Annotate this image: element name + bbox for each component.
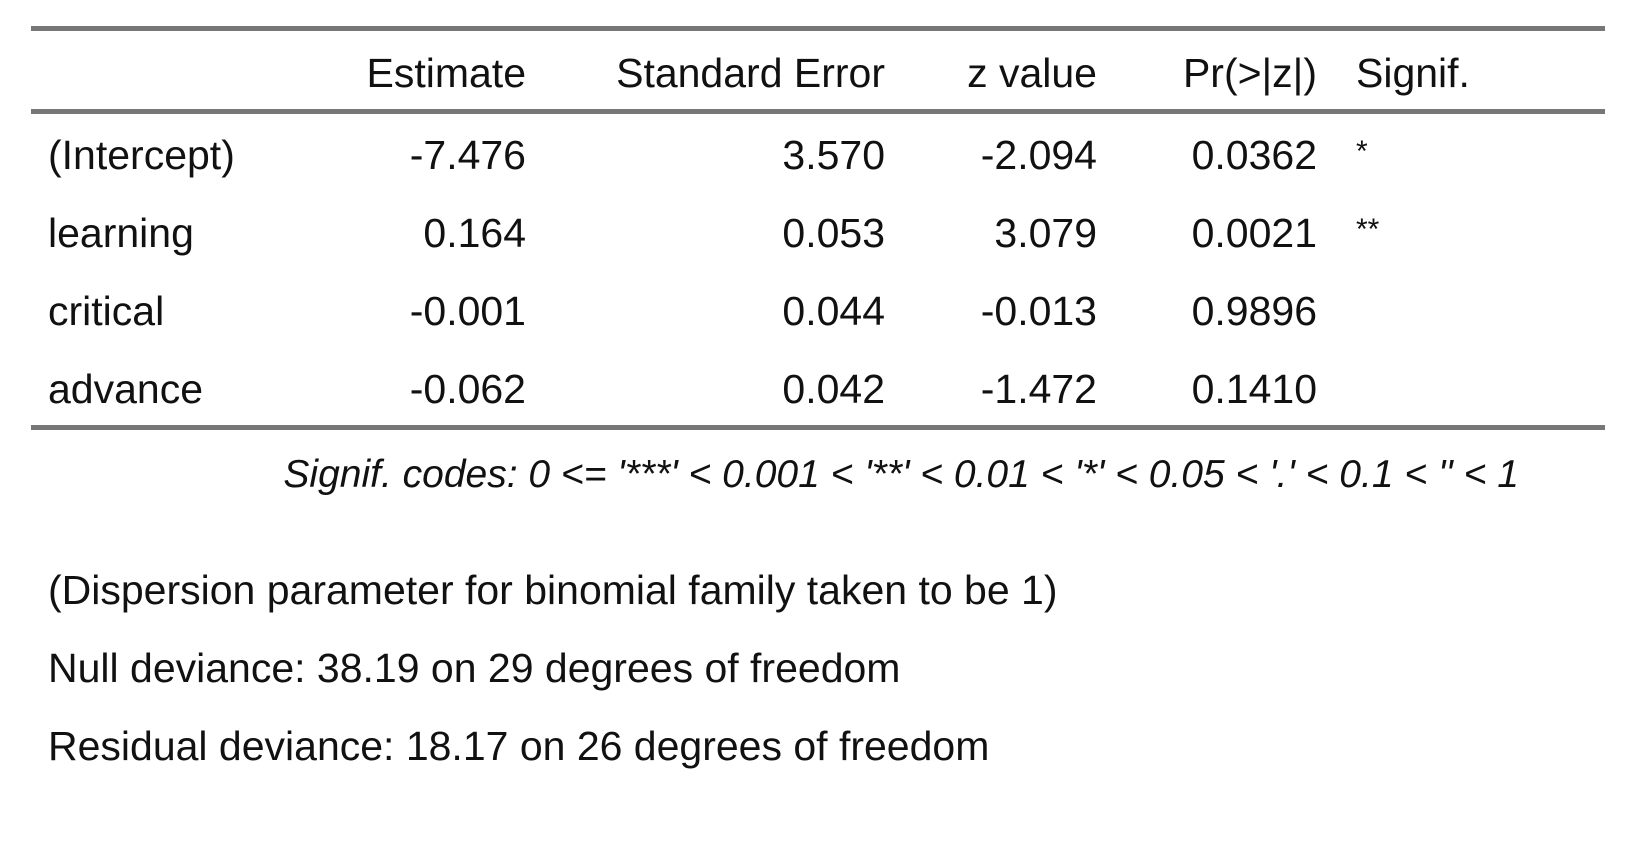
p-value: 0.9896 [1191,288,1317,334]
term-name: advance [48,366,204,412]
estimate-value: -0.001 [409,288,526,334]
z-value: -0.013 [980,288,1097,334]
null-deviance-note: Null deviance: 38.19 on 29 degrees of fr… [48,645,901,691]
std-error-value: 0.042 [782,366,885,412]
p-value: 0.0362 [1191,132,1317,178]
z-value: 3.079 [994,210,1097,256]
term-name: critical [48,288,165,334]
header-z-value: z value [967,50,1097,96]
header-signif: Signif. [1356,50,1470,96]
signif-stars: ** [1356,213,1380,246]
std-error-value: 0.044 [782,288,885,334]
residual-deviance-note: Residual deviance: 18.17 on 26 degrees o… [48,723,990,769]
estimate-value: -7.476 [409,132,526,178]
signif-stars: * [1356,135,1368,168]
header-p-value: Pr(>|z|) [1182,50,1317,96]
z-value: -2.094 [980,132,1097,178]
estimate-value: -0.062 [409,366,526,412]
std-error-value: 0.053 [782,210,885,256]
header-standard-error: Standard Error [616,50,885,96]
table-header-rule [31,109,1605,114]
term-name: (Intercept) [48,132,235,178]
estimate-value: 0.164 [423,210,526,256]
z-value: -1.472 [980,366,1097,412]
dispersion-note: (Dispersion parameter for binomial famil… [48,567,1058,613]
p-value: 0.0021 [1191,210,1317,256]
term-name: learning [48,210,194,256]
table-bottom-rule [31,425,1605,430]
signif-codes-note: Signif. codes: 0 <= '***' < 0.001 < '**'… [283,453,1519,496]
p-value: 0.1410 [1191,366,1317,412]
std-error-value: 3.570 [782,132,885,178]
table-top-rule [31,26,1605,31]
header-estimate: Estimate [366,50,527,96]
